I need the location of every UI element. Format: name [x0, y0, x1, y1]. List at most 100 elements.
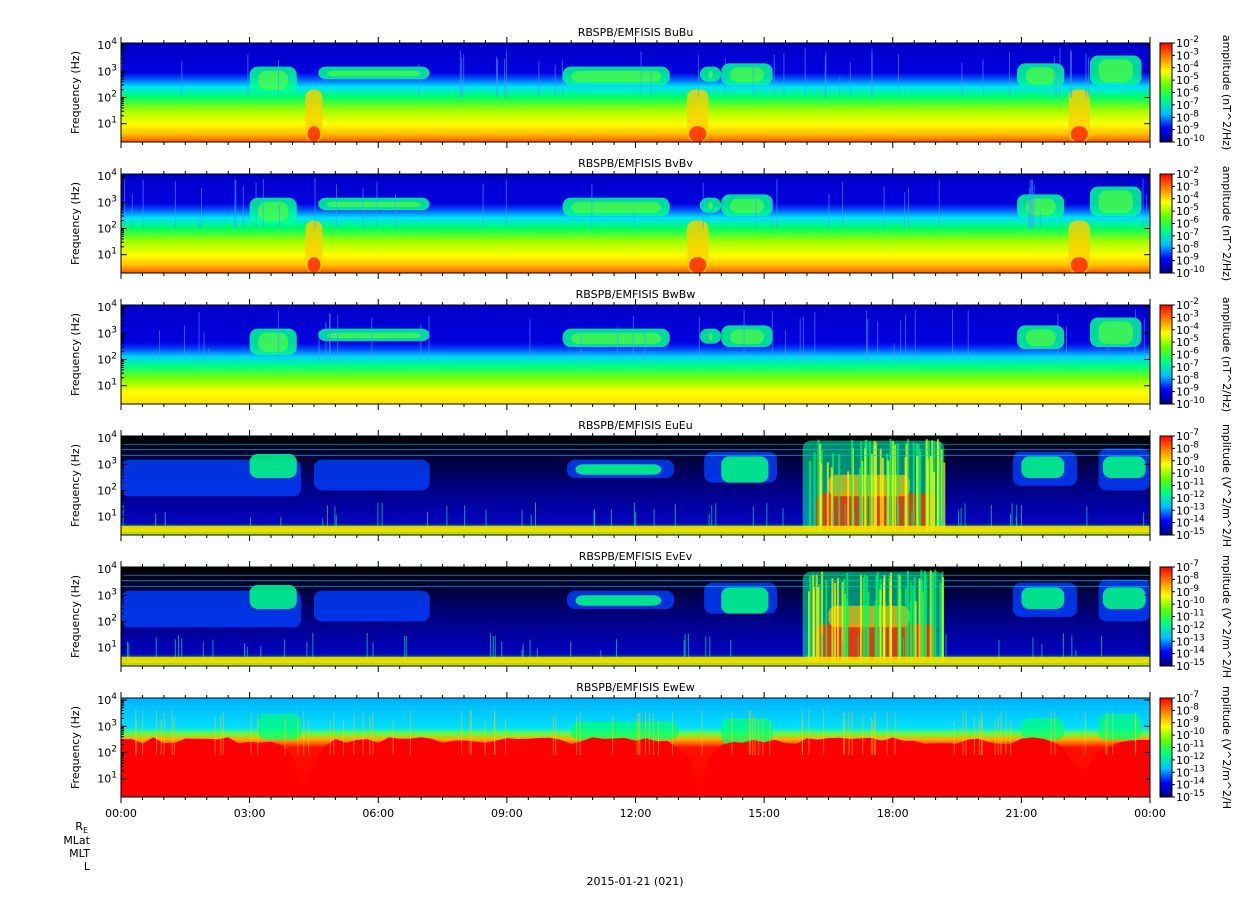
spectrogram-spike	[896, 443, 899, 531]
spectrogram-spike	[142, 709, 144, 756]
spectrogram-spike	[471, 710, 473, 756]
spectrogram-spike	[1062, 633, 1064, 659]
spectrogram-spike	[377, 502, 379, 528]
orbit-label-mlt: MLT	[69, 847, 90, 860]
spectrogram-spike	[802, 316, 804, 360]
spectrogram-spike	[865, 440, 868, 531]
colorbar-tick-label: 10-5	[1176, 334, 1199, 349]
spectrogram-spike	[283, 639, 285, 659]
spectrogram-spike	[919, 449, 922, 531]
spectrogram-spike	[886, 712, 888, 756]
spectrogram-emission	[571, 332, 662, 344]
spectrogram-spike	[1033, 184, 1035, 229]
spectrogram-spike	[981, 714, 983, 756]
spectrogram-spike	[576, 715, 578, 756]
spectrogram-spike	[372, 642, 374, 659]
panel-title: RBSPB/EMFISIS EwEw	[576, 681, 694, 694]
spectrogram-spike	[591, 184, 593, 229]
spectrogram-spike	[815, 574, 818, 662]
spectrogram-spike	[828, 193, 830, 229]
colorbar-tick-label: 10-9	[1176, 384, 1199, 399]
spectrogram-spike	[938, 442, 941, 531]
colorbar-tick-label: 10-14	[1176, 777, 1205, 792]
spectrogram-spike	[178, 634, 180, 659]
spectrogram-emission	[1021, 456, 1065, 478]
spectrogram-spike	[809, 575, 812, 662]
spectrogram-spike	[911, 510, 913, 528]
colorbar-tick-label: 10-4	[1176, 60, 1199, 75]
spectrogram-panel: RBSPB/EMFISIS EwEw Frequency (Hz) 101 102 10…	[69, 681, 1233, 820]
spectrogram-spike	[940, 449, 943, 531]
spectrogram-spike	[864, 448, 867, 531]
spectrogram-spike	[881, 633, 883, 659]
spectrogram-spike	[879, 448, 882, 531]
colorbar-tick-label: 10-7	[1176, 228, 1199, 243]
spectrogram-spike	[941, 577, 944, 662]
colorbar-label: mplitude (V^2/m^2/H	[1220, 686, 1233, 809]
spectrogram-spike	[277, 310, 279, 360]
spectrogram-image	[121, 305, 1150, 404]
spectrogram-emission	[1025, 67, 1056, 85]
spectrogram-spike	[633, 502, 635, 528]
spectrogram-spike	[1050, 711, 1052, 756]
colorbar-tick-label: 10-6	[1176, 216, 1199, 231]
y-axis-label: Frequency (Hz)	[69, 313, 82, 396]
y-axis-label: Frequency (Hz)	[69, 182, 82, 265]
spectrogram-spike	[322, 518, 324, 528]
spectrogram-emission	[729, 329, 765, 344]
spectrogram-spike	[277, 60, 279, 98]
colorbar	[1159, 435, 1173, 536]
x-tick-label: 00:00	[105, 807, 137, 820]
spectrogram-spike	[819, 463, 822, 531]
spectrogram-spike	[615, 639, 617, 659]
spectrogram-spike	[1057, 313, 1059, 360]
colorbar-tick-label: 10-10	[1176, 396, 1205, 411]
spectrogram-spike	[1146, 194, 1148, 229]
colorbar-tick-label: 10-2	[1176, 35, 1199, 50]
spectrogram-spike	[766, 502, 768, 528]
y-axis-label: Frequency (Hz)	[69, 444, 82, 527]
spectrogram-spike	[155, 637, 157, 659]
colorbar-tick-label: 10-9	[1176, 715, 1199, 730]
spectrogram-spike	[255, 182, 257, 229]
spectrogram-spike	[489, 632, 491, 659]
spectrogram-spike	[580, 328, 582, 360]
spectrogram-spike	[362, 712, 364, 756]
spectrogram-spike	[461, 711, 463, 756]
spectrogram-spike	[842, 641, 844, 659]
spectrogram-spike	[940, 518, 942, 528]
spectrogram-spike	[198, 312, 200, 360]
x-tick-label: 03:00	[234, 807, 266, 820]
spectrogram-spike	[758, 719, 760, 756]
spectrogram-spike	[506, 51, 508, 98]
spectrogram-spike	[847, 471, 850, 531]
spectrogram-spike	[280, 517, 282, 528]
spectrogram-spike	[978, 720, 980, 756]
spectrogram-spike	[536, 648, 538, 659]
spectrogram-spike	[1107, 343, 1109, 360]
spectrogram-spike	[392, 719, 394, 756]
spectrogram-emission	[1098, 713, 1142, 740]
spectrogram-emission	[313, 590, 430, 622]
spectrogram-spike	[894, 711, 896, 756]
spectrogram-spike	[990, 505, 992, 528]
colorbar-label: amplitude (nT^2/Hz)	[1220, 35, 1233, 150]
spectrogram-spike	[362, 188, 364, 229]
spectrogram-emission	[1098, 59, 1133, 82]
spectrogram-spike	[1032, 637, 1034, 659]
spectrogram-emission	[689, 126, 707, 142]
spectrogram-spike	[960, 507, 962, 528]
spectrogram-spike	[496, 56, 498, 98]
spectrogram-spike	[702, 182, 704, 229]
panel-title: RBSPB/EMFISIS BvBv	[578, 157, 693, 170]
spectrogram-spike	[1112, 710, 1114, 756]
spectrogram-spike	[262, 179, 264, 229]
spectrogram-spike	[570, 641, 572, 659]
spectrogram-spike	[808, 709, 810, 756]
spectrogram-spike	[824, 55, 826, 98]
spectrogram-spike	[801, 709, 803, 756]
colorbar-tick-label: 10-11	[1176, 478, 1205, 493]
colorbar-tick-label: 10-10	[1176, 134, 1205, 149]
spectrogram-spike	[973, 716, 975, 756]
spectrogram-spike	[427, 511, 429, 528]
